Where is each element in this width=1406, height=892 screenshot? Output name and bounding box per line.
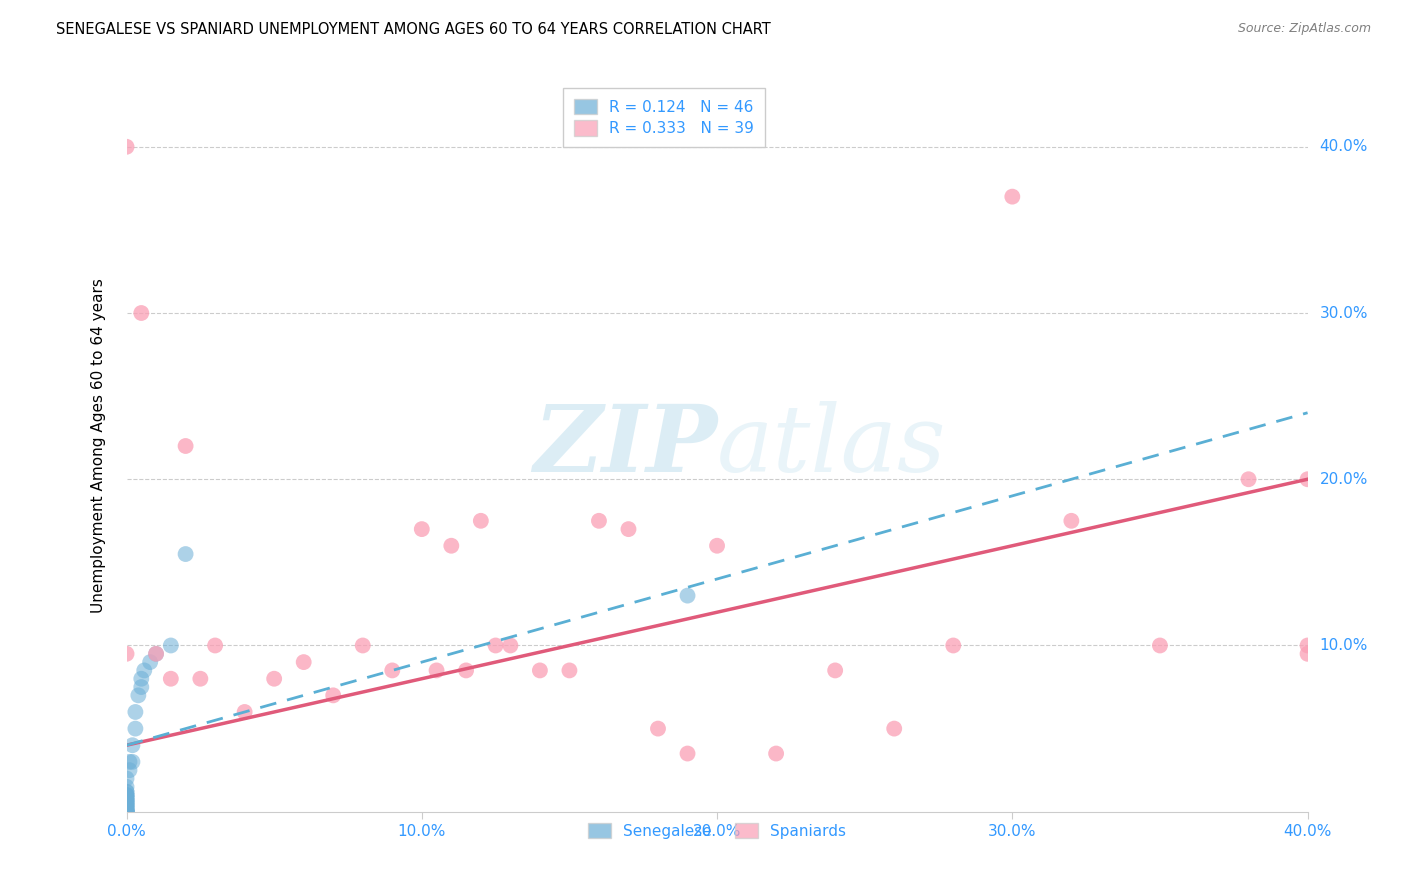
Point bbox=[118, 763, 141, 777]
Point bbox=[115, 795, 138, 809]
Point bbox=[883, 722, 905, 736]
Point bbox=[160, 672, 183, 686]
Point bbox=[115, 791, 138, 805]
Point bbox=[115, 772, 138, 786]
Point bbox=[115, 798, 138, 813]
Point bbox=[127, 689, 149, 703]
Point bbox=[129, 672, 153, 686]
Point bbox=[115, 805, 138, 819]
Point bbox=[115, 805, 138, 819]
Point bbox=[322, 689, 344, 703]
Point bbox=[115, 795, 138, 809]
Point bbox=[145, 647, 167, 661]
Point bbox=[588, 514, 610, 528]
Point bbox=[174, 439, 197, 453]
Point bbox=[1237, 472, 1260, 486]
Point bbox=[115, 791, 138, 805]
Point bbox=[115, 797, 138, 811]
Point bbox=[292, 655, 315, 669]
Point bbox=[115, 788, 138, 802]
Point bbox=[204, 639, 226, 653]
Point bbox=[411, 522, 433, 536]
Point bbox=[484, 639, 508, 653]
Point bbox=[160, 639, 183, 653]
Point bbox=[676, 589, 699, 603]
Point bbox=[129, 306, 153, 320]
Point bbox=[499, 639, 522, 653]
Point bbox=[115, 799, 138, 814]
Point bbox=[115, 793, 138, 807]
Point bbox=[1060, 514, 1083, 528]
Text: ZIP: ZIP bbox=[533, 401, 717, 491]
Point bbox=[115, 788, 138, 802]
Point bbox=[115, 799, 138, 814]
Point bbox=[647, 722, 669, 736]
Point bbox=[115, 803, 138, 817]
Point bbox=[188, 672, 212, 686]
Text: 10.0%: 10.0% bbox=[1319, 638, 1368, 653]
Text: 20.0%: 20.0% bbox=[1319, 472, 1368, 487]
Point bbox=[706, 539, 728, 553]
Point bbox=[617, 522, 640, 536]
Point bbox=[139, 655, 162, 669]
Text: 30.0%: 30.0% bbox=[1319, 306, 1368, 320]
Point bbox=[1149, 639, 1171, 653]
Point bbox=[115, 797, 138, 811]
Point bbox=[529, 664, 551, 678]
Point bbox=[824, 664, 846, 678]
Point bbox=[115, 788, 138, 802]
Point bbox=[115, 140, 138, 154]
Point bbox=[456, 664, 478, 678]
Point bbox=[115, 805, 138, 819]
Point bbox=[115, 785, 138, 799]
Point bbox=[129, 680, 153, 694]
Point bbox=[558, 664, 581, 678]
Point bbox=[352, 639, 374, 653]
Point bbox=[115, 647, 138, 661]
Point bbox=[115, 801, 138, 815]
Point bbox=[942, 639, 965, 653]
Text: atlas: atlas bbox=[717, 401, 946, 491]
Point bbox=[381, 664, 404, 678]
Text: 40.0%: 40.0% bbox=[1319, 139, 1368, 154]
Point bbox=[124, 705, 146, 719]
Point bbox=[121, 755, 143, 769]
Point bbox=[1296, 647, 1319, 661]
Point bbox=[115, 789, 138, 804]
Y-axis label: Unemployment Among Ages 60 to 64 years: Unemployment Among Ages 60 to 64 years bbox=[91, 278, 105, 614]
Legend: Senegalese, Spaniards: Senegalese, Spaniards bbox=[579, 814, 855, 848]
Point bbox=[470, 514, 492, 528]
Point bbox=[1296, 639, 1319, 653]
Point bbox=[263, 672, 285, 686]
Point bbox=[145, 647, 167, 661]
Point bbox=[115, 785, 138, 799]
Point bbox=[115, 803, 138, 817]
Point bbox=[425, 664, 447, 678]
Point bbox=[1296, 472, 1319, 486]
Point bbox=[233, 705, 256, 719]
Point bbox=[115, 805, 138, 819]
Point bbox=[440, 539, 463, 553]
Point bbox=[676, 747, 699, 761]
Point bbox=[115, 805, 138, 819]
Text: SENEGALESE VS SPANIARD UNEMPLOYMENT AMONG AGES 60 TO 64 YEARS CORRELATION CHART: SENEGALESE VS SPANIARD UNEMPLOYMENT AMON… bbox=[56, 22, 770, 37]
Point bbox=[765, 747, 787, 761]
Point bbox=[121, 738, 143, 752]
Point bbox=[174, 547, 197, 561]
Point bbox=[124, 722, 146, 736]
Point bbox=[1001, 189, 1024, 203]
Point bbox=[115, 801, 138, 815]
Point bbox=[134, 664, 156, 678]
Point bbox=[118, 755, 141, 769]
Point bbox=[115, 780, 138, 794]
Text: Source: ZipAtlas.com: Source: ZipAtlas.com bbox=[1237, 22, 1371, 36]
Point bbox=[115, 805, 138, 819]
Point bbox=[115, 798, 138, 813]
Point bbox=[115, 805, 138, 819]
Point bbox=[115, 793, 138, 807]
